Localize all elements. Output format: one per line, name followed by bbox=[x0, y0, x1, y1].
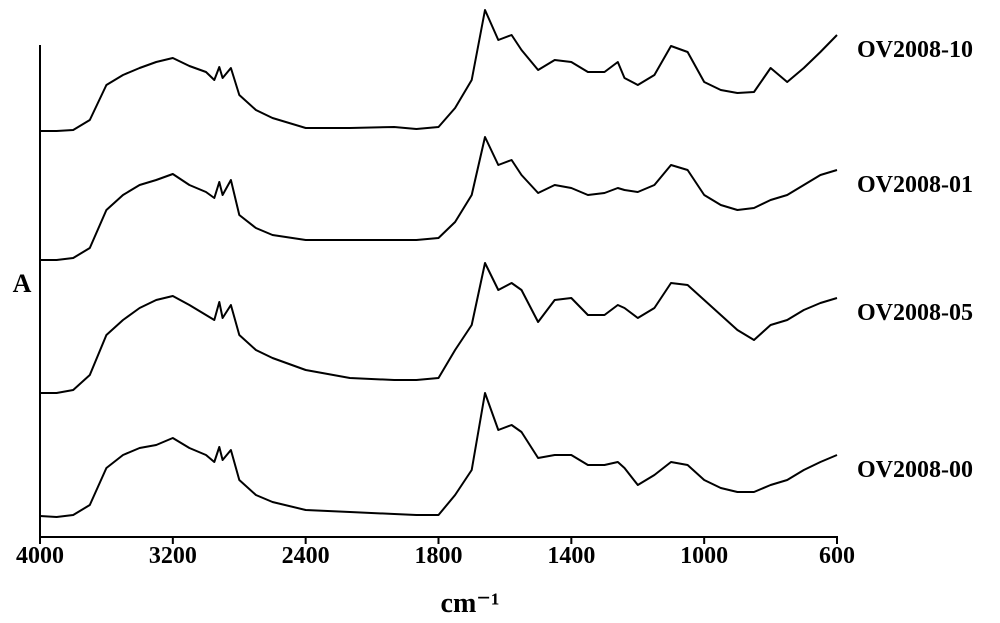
spectrum-line bbox=[40, 262, 838, 394]
x-tick-label: 600 bbox=[819, 543, 855, 569]
spectrum-line bbox=[39, 392, 838, 518]
x-tick-label: 3200 bbox=[149, 543, 197, 569]
x-axis-label: cm⁻¹ bbox=[441, 588, 500, 618]
x-tick-label: 1000 bbox=[680, 543, 728, 569]
x-tick-label: 4000 bbox=[16, 543, 64, 569]
y-axis-label: A bbox=[13, 269, 32, 298]
series-label: OV2008-00 bbox=[857, 457, 973, 483]
x-tick-label: 1400 bbox=[547, 543, 595, 569]
series-label: OV2008-01 bbox=[857, 172, 973, 198]
x-tick-label: 2400 bbox=[282, 543, 330, 569]
series-label: OV2008-10 bbox=[857, 37, 973, 63]
series-label: OV2008-05 bbox=[857, 300, 973, 326]
spectrum-line bbox=[40, 136, 838, 261]
spectrum-line bbox=[40, 9, 838, 132]
x-tick-label: 1800 bbox=[415, 543, 463, 569]
